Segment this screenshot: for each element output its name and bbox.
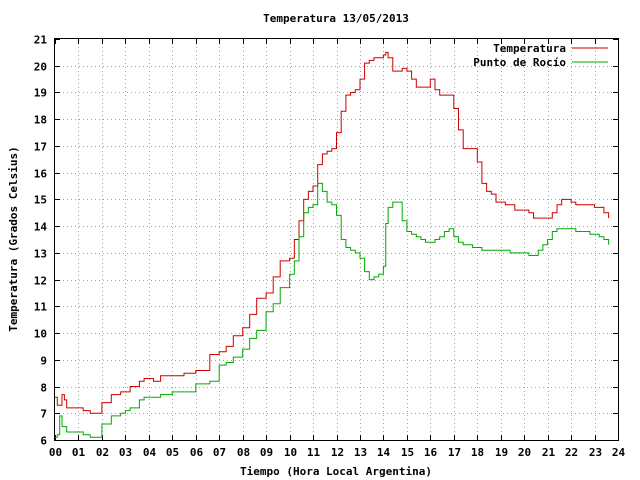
y-tick-label: 9: [40, 355, 47, 368]
x-tick-labels: 00 01 02 03 04 05 06 07 08 09 10 11 12 13 14 15 16 17 18 19…: [49, 446, 626, 459]
y-tick-label: 13: [34, 248, 47, 261]
series-lines: [55, 51, 610, 438]
series-line-punto-de-rocio: [55, 182, 610, 438]
y-tick-label: 19: [34, 87, 47, 100]
y-tick-label: 16: [34, 168, 48, 181]
x-tick-label: 24: [612, 446, 626, 459]
x-tick-label: 12: [331, 446, 344, 459]
y-tick-labels: 6 7 8 9 10 11 12 13 14 15 16 17 18 19 20 21: [34, 34, 48, 448]
x-tick-label: 18: [471, 446, 484, 459]
y-tick-label: 21: [34, 34, 48, 47]
x-tick-label: 02: [96, 446, 109, 459]
y-tick-label: 14: [34, 221, 48, 234]
y-tick-label: 15: [34, 194, 47, 207]
plot-frame: [54, 38, 619, 441]
y-axis-label: Temperatura (Grados Celsius): [7, 146, 20, 331]
x-tick-label: 23: [589, 446, 602, 459]
x-tick-label: 19: [495, 446, 508, 459]
x-tick-label: 06: [190, 446, 204, 459]
legend-label-punto-de-rocio: Punto de Rocío: [473, 56, 566, 69]
x-tick-label: 20: [518, 446, 531, 459]
legend: Temperatura Punto de Rocío: [473, 42, 608, 69]
y-tick-label: 20: [34, 61, 47, 74]
x-tick-label: 22: [565, 446, 578, 459]
x-tick-label: 07: [213, 446, 226, 459]
x-tick-label: 16: [424, 446, 438, 459]
y-tick-label: 6: [40, 435, 47, 448]
x-tick-label: 14: [377, 446, 391, 459]
x-tick-label: 09: [260, 446, 273, 459]
x-tick-label: 10: [284, 446, 297, 459]
y-tick-label: 11: [34, 301, 48, 314]
x-tick-label: 04: [143, 446, 157, 459]
x-tick-label: 13: [354, 446, 367, 459]
x-tick-label: 05: [166, 446, 179, 459]
x-tick-label: 11: [307, 446, 321, 459]
x-tick-label: 15: [401, 446, 414, 459]
x-tick-label: 17: [448, 446, 461, 459]
y-tick-label: 7: [40, 408, 47, 421]
x-tick-label: 08: [237, 446, 250, 459]
x-tick-label: 03: [119, 446, 132, 459]
chart-title: Temperatura 13/05/2013: [263, 12, 409, 25]
series-line-temperatura: [55, 51, 610, 414]
y-tick-label: 17: [34, 141, 47, 154]
grid: [55, 39, 618, 440]
legend-label-temperatura: Temperatura: [493, 42, 566, 55]
x-tick-label: 00: [49, 446, 62, 459]
y-tick-label: 8: [40, 382, 47, 395]
y-tick-label: 12: [34, 275, 47, 288]
axis-ticks: [55, 39, 619, 441]
y-tick-label: 10: [34, 328, 47, 341]
x-tick-label: 21: [542, 446, 556, 459]
x-tick-label: 01: [72, 446, 86, 459]
x-axis-label: Tiempo (Hora Local Argentina): [240, 465, 432, 478]
y-tick-label: 18: [34, 114, 47, 127]
